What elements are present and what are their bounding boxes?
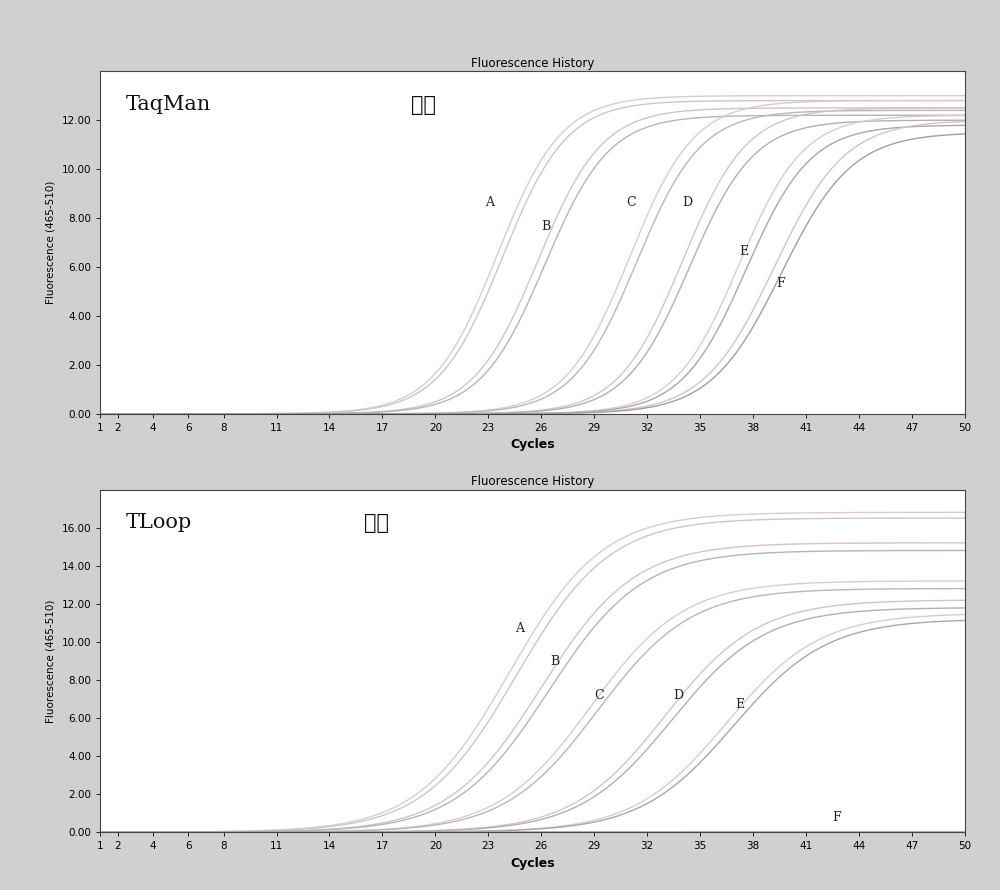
Text: B: B bbox=[550, 655, 559, 668]
Text: A: A bbox=[485, 196, 494, 209]
Text: A: A bbox=[515, 622, 524, 635]
Text: E: E bbox=[736, 699, 745, 711]
Title: Fluorescence History: Fluorescence History bbox=[471, 475, 594, 489]
Text: D: D bbox=[683, 196, 693, 209]
Y-axis label: Fluorescence (465-510): Fluorescence (465-510) bbox=[46, 181, 56, 304]
Text: 探针: 探针 bbox=[364, 514, 389, 533]
Text: C: C bbox=[594, 689, 604, 702]
Text: E: E bbox=[739, 245, 748, 258]
Text: F: F bbox=[776, 277, 785, 289]
Text: C: C bbox=[626, 196, 636, 209]
Text: TaqMan: TaqMan bbox=[126, 95, 211, 114]
Title: Fluorescence History: Fluorescence History bbox=[471, 57, 594, 70]
X-axis label: Cycles: Cycles bbox=[510, 857, 555, 870]
Text: D: D bbox=[674, 689, 684, 702]
Text: TLoop: TLoop bbox=[126, 514, 192, 532]
Text: 探针: 探针 bbox=[411, 95, 436, 115]
Y-axis label: Fluorescence (465-510): Fluorescence (465-510) bbox=[46, 599, 56, 723]
X-axis label: Cycles: Cycles bbox=[510, 439, 555, 451]
Text: F: F bbox=[833, 811, 841, 824]
Text: B: B bbox=[541, 221, 551, 233]
